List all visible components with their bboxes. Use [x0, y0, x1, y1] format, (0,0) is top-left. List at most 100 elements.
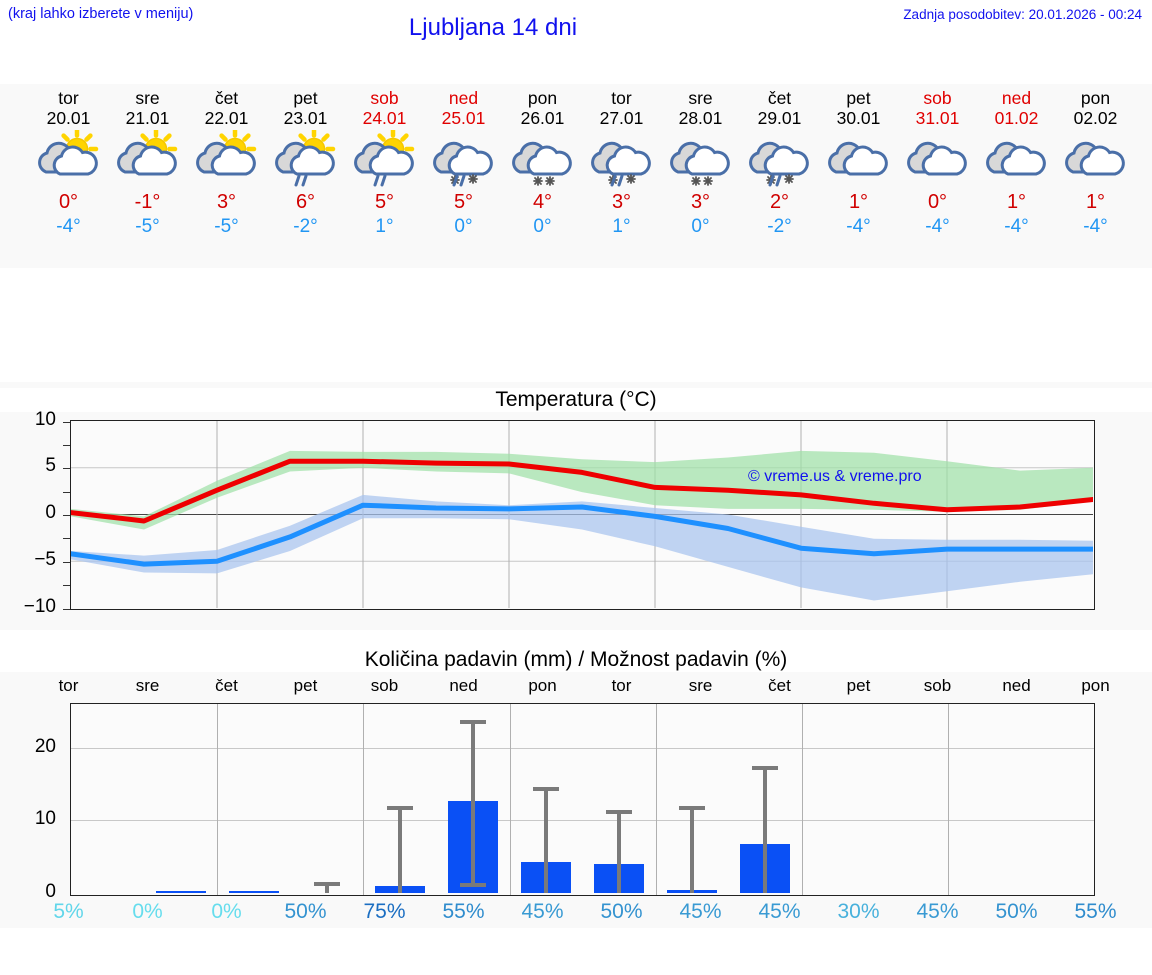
forecast-temp-max: 5° [453, 191, 474, 213]
precipitation-day-label: tor [611, 676, 632, 695]
last-update-text: Zadnja posodobitev: 20.01.2026 - 00:24 [903, 7, 1142, 22]
forecast-day-13[interactable]: ned 01.02 1° -4° [977, 84, 1056, 239]
forecast-temp-min: 1° [375, 216, 394, 237]
temperature-axis-tick [63, 561, 70, 563]
precipitation-gridline [71, 747, 1094, 749]
precipitation-gridline-v [509, 704, 511, 895]
precipitation-day-label: čet [215, 676, 238, 695]
precipitation-y-tick-label: 0 [45, 881, 56, 902]
precipitation-probability-label: 50% [995, 900, 1038, 923]
precipitation-day-label: pon [1081, 676, 1110, 695]
temperature-series-svg [71, 421, 1094, 608]
forecast-day-2[interactable]: sre 21.01 -1° -5° [108, 84, 187, 239]
forecast-temp-max: 0° [927, 191, 948, 213]
forecast-day-name: sre [688, 88, 713, 108]
precipitation-probability-label: 0% [211, 900, 242, 923]
precipitation-probability-label: 30% [837, 900, 880, 923]
forecast-day-5[interactable]: sob 24.01 5° 1° [345, 84, 424, 239]
forecast-temp-min: 0° [691, 216, 710, 237]
precipitation-probability-label: 45% [758, 900, 801, 923]
forecast-day-date: 29.01 [757, 108, 802, 128]
precipitation-error-bar [763, 765, 768, 893]
temperature-chart-title: Temperatura (°C) [0, 388, 1152, 412]
forecast-temp-min: -4° [1083, 216, 1108, 237]
forecast-day-date: 02.02 [1073, 108, 1118, 128]
weather-icon-sun-cloud [187, 130, 266, 188]
forecast-temp-max: 6° [295, 191, 316, 213]
forecast-temp-min: 0° [533, 216, 552, 237]
forecast-day-name: ned [1001, 88, 1032, 108]
precipitation-probability-label: 75% [363, 900, 406, 923]
forecast-day-11[interactable]: pet 30.01 1° -4° [819, 84, 898, 239]
forecast-day-12[interactable]: sob 31.01 0° -4° [898, 84, 977, 239]
forecast-temp-min: -4° [925, 216, 950, 237]
forecast-day-date: 23.01 [283, 108, 328, 128]
temperature-y-tick-label: 0 [45, 502, 56, 523]
page-title: Ljubljana 14 dni [408, 14, 578, 41]
precipitation-error-cap-top [606, 810, 633, 815]
precipitation-gridline-v [217, 704, 219, 895]
precipitation-day-label: sob [923, 676, 952, 695]
precipitation-day-label: sob [370, 676, 399, 695]
forecast-temp-min: -4° [846, 216, 871, 237]
forecast-day-10[interactable]: čet 29.01 2° -2° [740, 84, 819, 239]
weather-icon-cloud-snow [661, 130, 740, 188]
weather-icon-cloud-rain-snow [740, 130, 819, 188]
forecast-day-name: pon [1080, 88, 1111, 108]
forecast-temp-min: -4° [56, 216, 81, 237]
forecast-day-6[interactable]: ned 25.01 5° 0° [424, 84, 503, 239]
precipitation-bar [228, 891, 279, 893]
forecast-temp-min: 1° [612, 216, 631, 237]
forecast-day-date: 28.01 [678, 108, 723, 128]
forecast-day-name: tor [611, 88, 632, 108]
precipitation-day-label: tor [58, 676, 79, 695]
forecast-temp-max: 1° [1085, 191, 1106, 213]
forecast-temp-max: -1° [134, 191, 161, 213]
precipitation-gridline-v [802, 704, 803, 895]
temperature-axis-tick [63, 515, 70, 516]
forecast-day-14[interactable]: pon 02.02 1° -4° [1056, 84, 1135, 239]
forecast-temp-min: -4° [1004, 216, 1029, 237]
forecast-day-7[interactable]: pon 26.01 4° 0° [503, 84, 582, 239]
temperature-plot [70, 420, 1095, 610]
precipitation-error-bar [544, 786, 549, 893]
temperature-axis-tick [63, 608, 70, 610]
forecast-temp-max: 2° [769, 191, 790, 213]
weather-icon-sun-cloud-rain [345, 130, 424, 188]
precipitation-probability-label: 45% [521, 900, 564, 923]
precipitation-day-label: čet [768, 676, 791, 695]
forecast-day-1[interactable]: tor 20.01 0° -4° [29, 84, 108, 239]
temperature-y-tick-label: 10 [34, 408, 56, 430]
forecast-day-date: 30.01 [836, 108, 881, 128]
temperature-axis-tick [63, 491, 70, 493]
forecast-day-name: pet [846, 88, 871, 108]
forecast-day-9[interactable]: sre 28.01 3° 0° [661, 84, 740, 239]
forecast-temp-max: 3° [690, 191, 711, 213]
copyright-text: © vreme.us & vreme.pro [748, 468, 922, 485]
precipitation-y-tick-label: 20 [34, 735, 56, 757]
forecast-day-date: 01.02 [994, 108, 1039, 128]
forecast-temp-max: 3° [611, 191, 632, 213]
forecast-day-4[interactable]: pet 23.01 6° -2° [266, 84, 345, 239]
precipitation-plot [70, 703, 1095, 896]
forecast-temp-max: 1° [1006, 191, 1027, 213]
forecast-day-name: čet [214, 88, 239, 108]
weather-icon-cloud [819, 130, 898, 188]
precipitation-probability-label: 5% [53, 900, 84, 923]
forecast-temp-max: 0° [58, 191, 79, 213]
precipitation-probability-label: 45% [679, 900, 722, 923]
forecast-day-8[interactable]: tor 27.01 3° 1° [582, 84, 661, 239]
precipitation-chart-title: Količina padavin (mm) / Možnost padavin … [0, 648, 1152, 672]
precipitation-error-cap-top [313, 882, 340, 887]
forecast-day-3[interactable]: čet 22.01 3° -5° [187, 84, 266, 239]
precipitation-probability-label: 55% [442, 900, 485, 923]
precipitation-gridline [71, 820, 1094, 822]
forecast-day-name: ned [448, 88, 479, 108]
weather-icon-cloud-snow [503, 130, 582, 188]
forecast-temp-max: 3° [216, 191, 237, 213]
temperature-axis-tick [63, 421, 70, 423]
precipitation-error-cap-top [679, 806, 706, 811]
weather-icon-cloud-rain-snow [582, 130, 661, 188]
forecast-day-date: 27.01 [599, 108, 644, 128]
precipitation-day-label: pet [846, 676, 871, 695]
